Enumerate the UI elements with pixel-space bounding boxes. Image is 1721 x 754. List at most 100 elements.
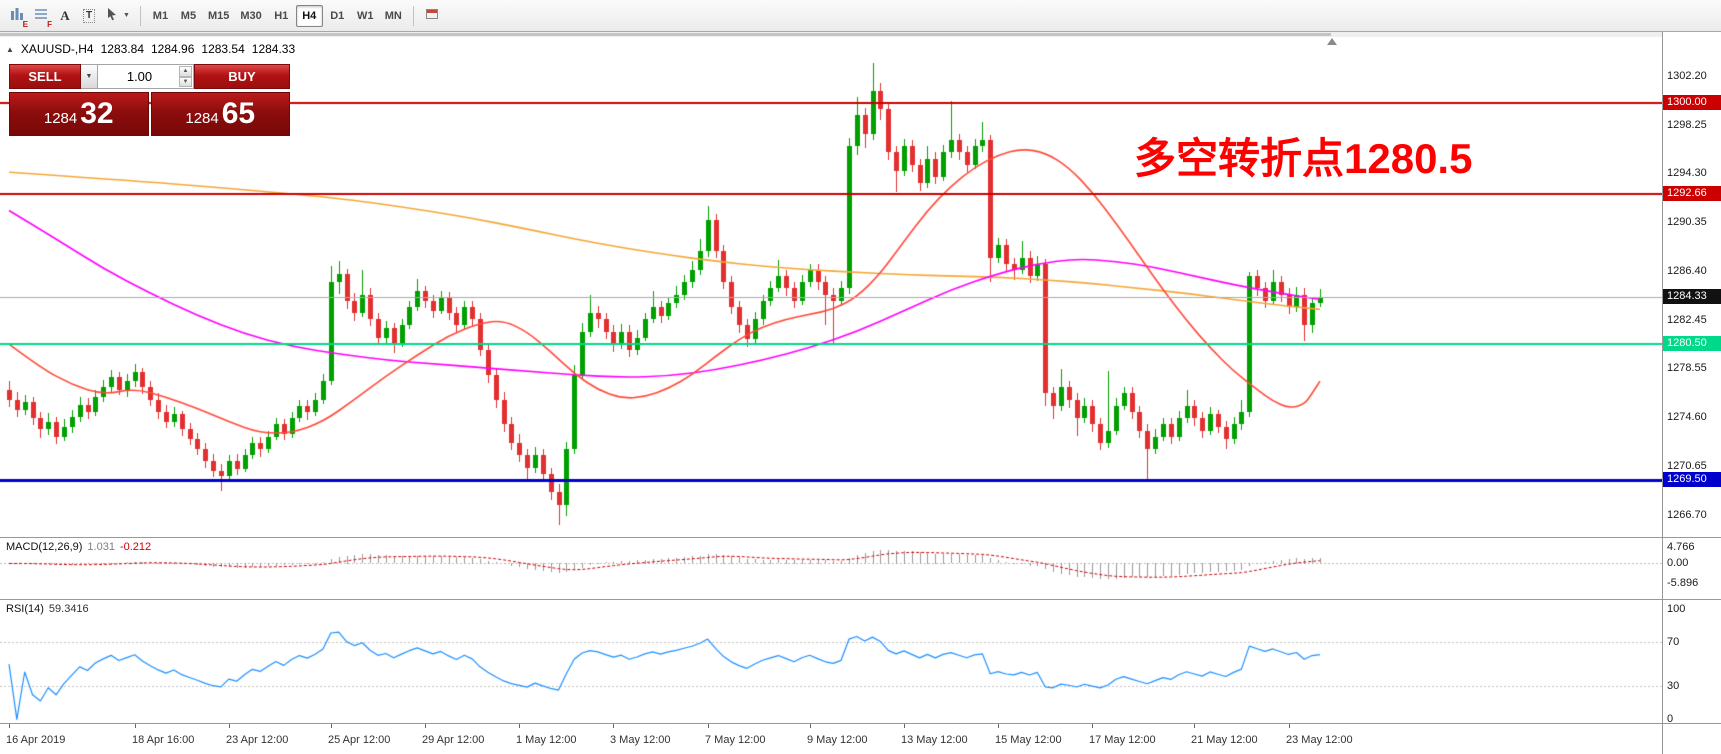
text-label-tool-button[interactable]: T (77, 4, 101, 28)
rsi-scale[interactable]: 100 70 30 0 (1663, 599, 1721, 725)
chart-bars-icon-button[interactable]: E (5, 4, 29, 28)
time-scale[interactable]: 16 Apr 2019 18 Apr 16:00 23 Apr 12:00 25 Ap… (0, 723, 1662, 754)
volume-spinner: ▲ ▼ (179, 66, 192, 87)
ohlc-close: 1284.33 (251, 42, 296, 56)
shift-marker-icon[interactable] (1327, 38, 1337, 45)
macd-name: MACD(12,26,9) (6, 541, 83, 553)
chart-scrollbar[interactable] (0, 32, 1662, 37)
macd-canvas[interactable] (0, 538, 1662, 599)
timeframe-button-group: M1 M5 M15 M30 H1 H4 D1 W1 MN (147, 4, 407, 27)
timeframe-d1-button[interactable]: D1 (324, 5, 351, 27)
volume-decrement-button[interactable]: ▼ (179, 76, 192, 87)
volume-increment-button[interactable]: ▲ (179, 66, 192, 77)
chart-workspace: ▲ XAUUSD-,H4 1283.84 1284.96 1283.54 128… (0, 32, 1721, 754)
template-icon (424, 6, 440, 25)
cursor-arrow-icon (105, 6, 121, 25)
price-level-label: 1280.50 (1663, 336, 1721, 351)
text-tool-icon: A (60, 8, 70, 23)
price-tick-label: 1286.40 (1667, 265, 1707, 277)
time-tick (135, 724, 136, 728)
volume-input[interactable] (98, 65, 193, 88)
indicator-sub-label: F (47, 19, 52, 29)
rsi-tick-label: 30 (1667, 680, 1680, 692)
price-tick-label: 1274.60 (1667, 411, 1707, 423)
chart-ohlc-header: ▲ XAUUSD-,H4 1283.84 1284.96 1283.54 128… (6, 42, 295, 56)
timeframe-w1-button[interactable]: W1 (352, 5, 379, 27)
price-tick-label: 1270.65 (1667, 460, 1707, 472)
price-tick-label: 1302.20 (1667, 70, 1707, 82)
chart-annotation-text: 多空转折点1280.5 (1134, 135, 1473, 182)
time-tick (1289, 724, 1290, 728)
chart-bars-icon (9, 6, 25, 25)
text-tool-button[interactable]: A (53, 4, 77, 28)
macd-signal-value: -0.212 (119, 541, 152, 553)
time-tick (998, 724, 999, 728)
price-level-label: 1292.66 (1663, 186, 1721, 201)
trade-prices-row: 1284 32 1284 65 (9, 92, 290, 136)
timeframe-m5-button[interactable]: M5 (175, 5, 202, 27)
price-level-label: 1269.50 (1663, 472, 1721, 487)
price-tick-label: 1290.35 (1667, 216, 1707, 228)
price-tick-label: 1266.70 (1667, 509, 1707, 521)
cursor-tool-button[interactable]: ▼ (101, 4, 134, 28)
price-axis-column: 1302.20 1298.25 1294.30 1290.35 1286.40 1282.… (1662, 32, 1721, 754)
time-axis-label: 17 May 12:00 (1089, 734, 1156, 746)
price-scale[interactable]: 1302.20 1298.25 1294.30 1290.35 1286.40 1282.… (1663, 32, 1721, 537)
rsi-value: 59.3416 (48, 603, 89, 615)
time-axis-label: 29 Apr 12:00 (422, 734, 485, 746)
main-chart-panel: ▲ XAUUSD-,H4 1283.84 1284.96 1283.54 128… (0, 37, 1662, 537)
macd-scale[interactable]: 4.766 0.00 -5.896 (1663, 537, 1721, 599)
template-icon-button[interactable] (420, 4, 444, 28)
time-axis-label: 9 May 12:00 (807, 734, 868, 746)
toolbar-separator (139, 5, 141, 26)
rsi-panel: RSI(14) 59.3416 (0, 599, 1662, 723)
ohlc-low: 1283.54 (201, 42, 245, 56)
time-axis-label: 15 May 12:00 (995, 734, 1062, 746)
bid-price-display[interactable]: 1284 32 (9, 92, 149, 136)
time-axis-label: 7 May 12:00 (705, 734, 766, 746)
timeframe-mn-button[interactable]: MN (380, 5, 407, 27)
time-tick (613, 724, 614, 728)
buy-button[interactable]: BUY (194, 64, 290, 89)
indicator-lines-icon-button[interactable]: F (29, 4, 53, 28)
time-tick (9, 724, 10, 728)
sell-button[interactable]: SELL (9, 64, 81, 89)
rsi-tick-label: 0 (1667, 713, 1674, 725)
rsi-label: RSI(14) 59.3416 (6, 603, 89, 615)
timeframe-m1-button[interactable]: M1 (147, 5, 174, 27)
axis-corner (1663, 723, 1721, 754)
time-tick (519, 724, 520, 728)
time-axis-label: 21 May 12:00 (1191, 734, 1258, 746)
ohlc-open: 1283.84 (100, 42, 144, 56)
timeframe-h4-button[interactable]: H4 (295, 4, 323, 27)
price-tick-label: 1298.25 (1667, 119, 1707, 131)
symbol-marker-icon: ▲ (6, 44, 14, 54)
rsi-canvas[interactable] (0, 600, 1662, 723)
time-axis-label: 25 Apr 12:00 (328, 734, 391, 746)
price-tick-label: 1294.30 (1667, 167, 1707, 179)
time-tick (425, 724, 426, 728)
chevron-down-icon: ▼ (123, 12, 130, 19)
macd-tick-label: -5.896 (1667, 577, 1699, 589)
chart-scrollbar-thumb[interactable] (0, 33, 1331, 36)
chart-column: ▲ XAUUSD-,H4 1283.84 1284.96 1283.54 128… (0, 32, 1662, 754)
time-axis-label: 18 Apr 16:00 (132, 734, 195, 746)
time-tick (904, 724, 905, 728)
timeframe-m30-button[interactable]: M30 (235, 5, 266, 27)
time-axis-label: 3 May 12:00 (610, 734, 671, 746)
rsi-name: RSI(14) (6, 603, 44, 615)
time-axis-label: 23 May 12:00 (1286, 734, 1353, 746)
timeframe-m15-button[interactable]: M15 (203, 5, 234, 27)
bid-price-pips: 32 (80, 97, 114, 130)
price-level-label: 1300.00 (1663, 95, 1721, 110)
price-tick-label: 1278.55 (1667, 362, 1707, 374)
ask-price-display[interactable]: 1284 65 (150, 92, 290, 136)
rsi-tick-label: 100 (1667, 603, 1686, 615)
timeframe-h1-button[interactable]: H1 (268, 5, 295, 27)
volume-dropdown-button[interactable]: ▼ (81, 64, 98, 89)
toolbar: E F A T ▼ M1 M5 M15 M30 H1 H4 D1 W1 MN (0, 0, 1721, 32)
time-tick (708, 724, 709, 728)
ask-price-pips: 65 (221, 97, 256, 130)
time-axis-label: 1 May 12:00 (516, 734, 577, 746)
